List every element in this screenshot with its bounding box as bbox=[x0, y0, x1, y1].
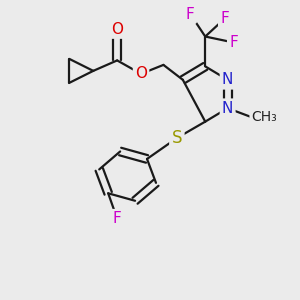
Text: F: F bbox=[113, 211, 122, 226]
Text: CH₃: CH₃ bbox=[251, 110, 277, 124]
Text: N: N bbox=[222, 72, 233, 87]
Text: O: O bbox=[135, 66, 147, 81]
Text: S: S bbox=[172, 129, 182, 147]
Text: O: O bbox=[111, 22, 123, 37]
Text: F: F bbox=[229, 35, 238, 50]
Text: F: F bbox=[186, 7, 195, 22]
Text: F: F bbox=[220, 11, 229, 26]
Text: N: N bbox=[222, 101, 233, 116]
